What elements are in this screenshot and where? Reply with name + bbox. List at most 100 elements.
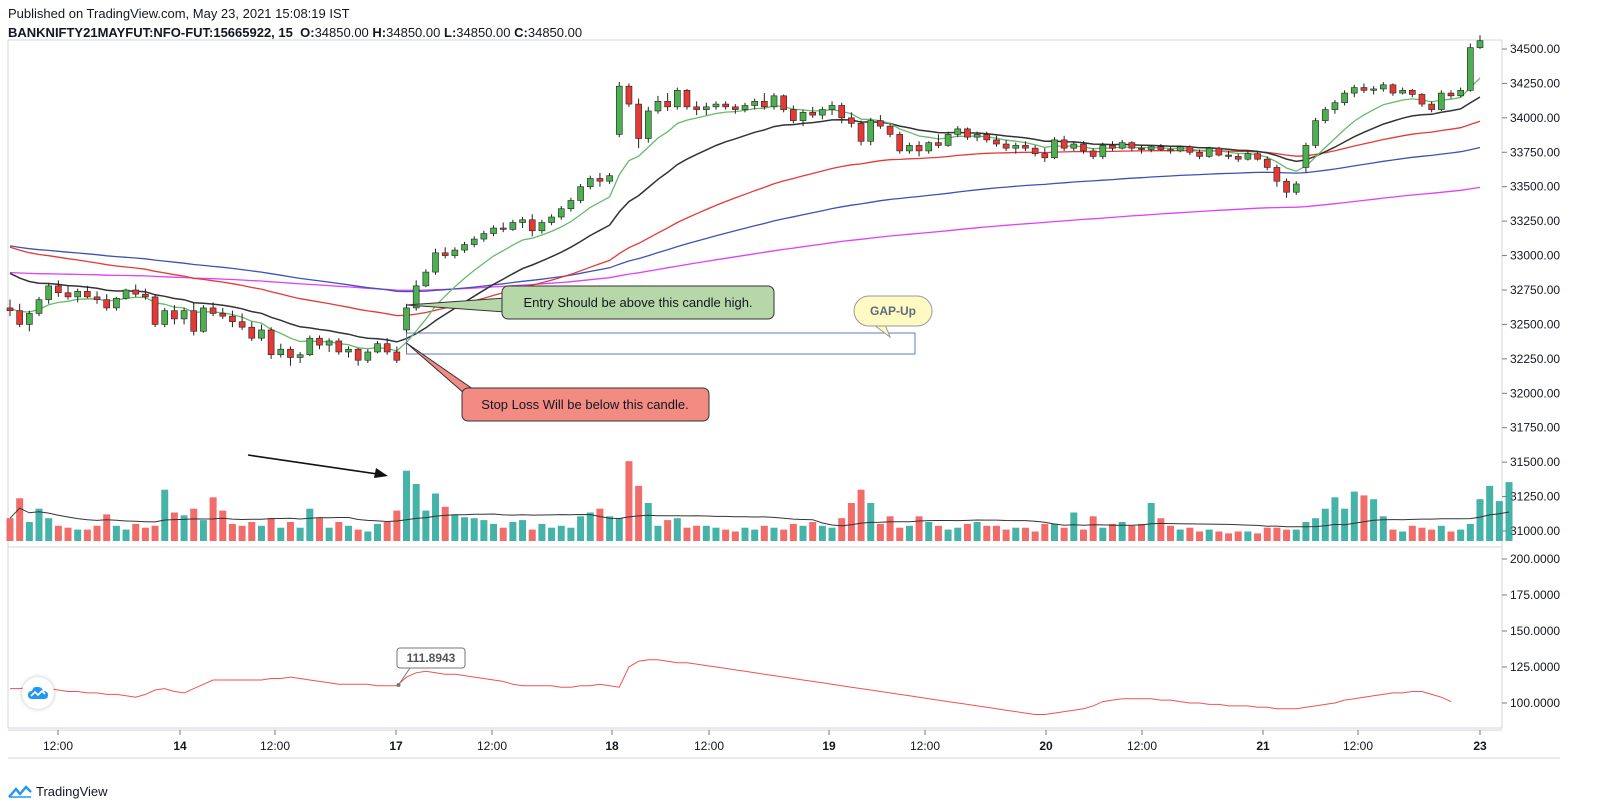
candle-bullish[interactable] [944, 134, 952, 146]
candle-bullish[interactable] [26, 313, 33, 325]
candle-bearish[interactable] [935, 142, 942, 146]
candle-bearish[interactable] [1283, 180, 1290, 193]
candle-bearish[interactable] [55, 285, 62, 294]
candle-bullish[interactable] [906, 145, 913, 152]
candle-bearish[interactable] [354, 348, 362, 361]
candle-bearish[interactable] [761, 101, 768, 108]
candle-bullish[interactable] [567, 200, 575, 210]
candle-bullish[interactable] [161, 310, 169, 325]
candle-bearish[interactable] [625, 85, 633, 105]
gap-rectangle[interactable] [406, 332, 916, 355]
tradingview-logo-badge[interactable] [22, 677, 54, 709]
candle-bearish[interactable] [132, 289, 140, 295]
candle-bearish[interactable] [383, 343, 391, 353]
candle-bullish[interactable] [1438, 92, 1445, 110]
candle-bullish[interactable] [422, 271, 430, 287]
candle-bearish[interactable] [1254, 153, 1261, 160]
candle-bearish[interactable] [790, 109, 797, 121]
candle-bearish[interactable] [1022, 145, 1029, 149]
candle-bearish[interactable] [1167, 149, 1174, 152]
candle-bullish[interactable] [1070, 143, 1078, 149]
candle-bearish[interactable] [1128, 142, 1136, 149]
candle-bearish[interactable] [780, 95, 787, 110]
candle-bearish[interactable] [1080, 143, 1087, 152]
candle-bearish[interactable] [287, 348, 294, 358]
candle-bearish[interactable] [219, 313, 227, 317]
candle-bearish[interactable] [683, 90, 691, 108]
candle-bearish[interactable] [93, 296, 101, 300]
candle-bullish[interactable] [35, 299, 43, 314]
candle-bearish[interactable] [1196, 151, 1203, 157]
candle-bearish[interactable] [877, 120, 884, 127]
candle-bearish[interactable] [809, 112, 816, 116]
candle-bearish[interactable] [1418, 94, 1426, 105]
candle-bullish[interactable] [519, 219, 526, 223]
candle-bearish[interactable] [664, 101, 671, 108]
candle-bearish[interactable] [896, 134, 904, 152]
candle-bullish[interactable] [751, 101, 758, 106]
candle-bullish[interactable] [1244, 153, 1252, 160]
candle-bearish[interactable] [993, 139, 1000, 145]
candle-bullish[interactable] [586, 178, 594, 188]
candle-bullish[interactable] [461, 244, 468, 251]
candle-bearish[interactable] [1031, 147, 1039, 154]
candle-bullish[interactable] [712, 103, 720, 108]
candle-bullish[interactable] [819, 109, 826, 116]
candle-bullish[interactable] [1399, 90, 1406, 94]
candle-bearish[interactable] [964, 128, 971, 138]
candle-bearish[interactable] [886, 125, 894, 135]
candle-bearish[interactable] [209, 307, 217, 314]
candle-bullish[interactable] [1147, 146, 1155, 150]
candle-bearish[interactable] [1186, 146, 1194, 153]
candle-bullish[interactable] [654, 101, 662, 112]
candle-bearish[interactable] [84, 291, 91, 298]
candle-bearish[interactable] [1389, 84, 1397, 94]
candle-bearish[interactable] [1409, 90, 1416, 95]
candle-bearish[interactable] [190, 310, 198, 332]
candle-bearish[interactable] [1263, 158, 1271, 168]
candle-bullish[interactable] [345, 348, 352, 353]
candle-bullish[interactable] [480, 233, 488, 240]
candle-bearish[interactable] [6, 307, 14, 311]
candle-bullish[interactable] [296, 354, 304, 358]
candle-bullish[interactable] [1099, 145, 1107, 157]
candle-bullish[interactable] [1118, 142, 1126, 149]
candle-bearish[interactable] [103, 299, 111, 309]
candle-bearish[interactable] [1225, 154, 1232, 157]
candle-bearish[interactable] [393, 351, 401, 361]
candle-bearish[interactable] [238, 321, 246, 328]
candle-bullish[interactable] [1176, 146, 1184, 152]
candle-bullish[interactable] [703, 106, 710, 110]
candle-bullish[interactable] [1205, 147, 1213, 157]
candle-bullish[interactable] [432, 252, 439, 273]
candle-bullish[interactable] [615, 85, 623, 135]
candle-bearish[interactable] [528, 219, 536, 232]
candle-bearish[interactable] [335, 340, 343, 353]
candle-bullish[interactable] [45, 285, 52, 300]
gap-bubble[interactable] [853, 295, 933, 327]
candle-bullish[interactable] [74, 291, 81, 298]
candle-bullish[interactable] [577, 186, 584, 201]
candle-bullish[interactable] [674, 90, 681, 108]
candle-bearish[interactable] [596, 178, 604, 182]
candle-bullish[interactable] [1312, 120, 1319, 146]
candle-bearish[interactable] [915, 145, 923, 152]
candle-bullish[interactable] [644, 110, 652, 139]
candle-bullish[interactable] [509, 222, 517, 230]
candle-bearish[interactable] [499, 227, 507, 230]
candle-bearish[interactable] [1060, 139, 1068, 149]
candle-bearish[interactable] [848, 117, 855, 124]
candle-bearish[interactable] [316, 337, 323, 346]
candle-bullish[interactable] [403, 307, 410, 331]
candle-bullish[interactable] [538, 222, 546, 232]
candle-bullish[interactable] [412, 285, 420, 309]
candle-bearish[interactable] [1360, 87, 1368, 91]
candle-bearish[interactable] [171, 310, 178, 320]
candle-bullish[interactable] [200, 307, 207, 332]
candle-bullish[interactable] [277, 348, 285, 356]
candle-bearish[interactable] [693, 106, 700, 110]
candle-bullish[interactable] [1467, 47, 1474, 91]
candle-bullish[interactable] [1341, 92, 1348, 104]
candle-bullish[interactable] [1012, 145, 1020, 149]
